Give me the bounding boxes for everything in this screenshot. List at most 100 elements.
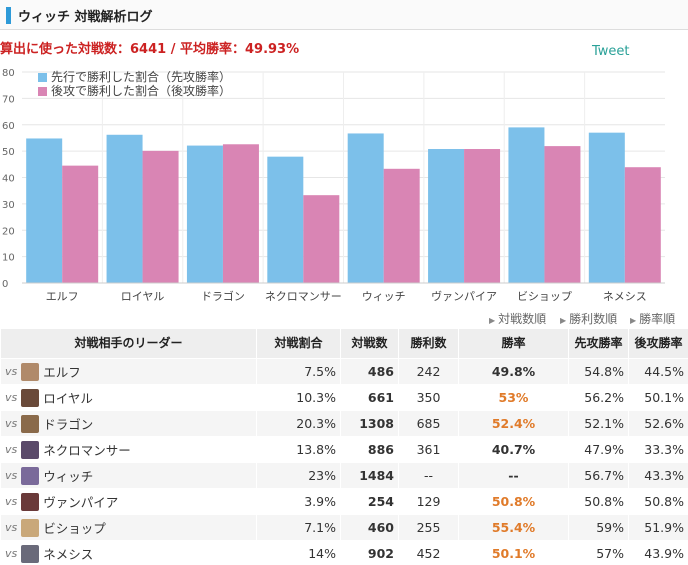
bar-first-0 (26, 138, 63, 283)
second-winrate-cell: 33.3% (628, 436, 688, 463)
leader-portrait-icon (21, 362, 40, 381)
table-row: vs ビショップ 7.1% 460 255 55.4% 59% 51.9% (0, 514, 688, 541)
second-winrate-cell: 43.9% (628, 540, 688, 565)
leader-cell: vs ヴァンパイア (0, 488, 257, 515)
table-row: vs ネクロマンサー 13.8% 886 361 40.7% 47.9% 33.3% (0, 436, 688, 463)
col-header-leader[interactable]: 対戦相手のリーダー (0, 328, 257, 359)
bar-first-7 (588, 132, 625, 283)
table-row: vs ヴァンパイア 3.9% 254 129 50.8% 50.8% 50.8% (0, 488, 688, 515)
winrate-cell: 40.7% (458, 436, 569, 463)
winrate-cell: 50.1% (458, 540, 569, 565)
legend-swatch (38, 87, 47, 96)
tweet-link[interactable]: Tweet (592, 44, 630, 59)
col-header-first[interactable]: 先攻勝率 (568, 328, 629, 359)
x-tick-label: ヴァンパイア (431, 289, 497, 303)
matchup-table: 対戦相手のリーダー 対戦割合 対戦数 勝利数 勝率 先攻勝率 後攻勝率 vs エル… (0, 328, 688, 565)
bar-first-1 (106, 134, 143, 283)
ratio-cell: 7.1% (256, 514, 341, 541)
triangle-right-icon: ▶ (560, 316, 567, 325)
title-accent-bar (6, 7, 11, 24)
bar-second-6 (544, 146, 581, 283)
x-tick-label: ネメシス (603, 290, 647, 303)
bar-second-4 (383, 168, 420, 283)
wins-cell: -- (398, 462, 459, 489)
leader-portrait-icon (21, 492, 40, 511)
leader-name: ネクロマンサー (43, 443, 131, 458)
sort-by-wins-label: 勝利数順 (569, 312, 618, 326)
wins-cell: 129 (398, 488, 459, 515)
count-cell: 1484 (340, 462, 399, 489)
second-winrate-cell: 51.9% (628, 514, 688, 541)
vs-label: vs (5, 391, 18, 404)
page-title: ウィッチ 対戦解析ログ (18, 10, 153, 25)
vs-label: vs (5, 365, 18, 378)
bar-second-5 (464, 149, 501, 283)
leader-portrait-icon (21, 414, 40, 433)
leader-portrait-icon (21, 388, 40, 407)
bar-second-7 (624, 167, 661, 283)
ratio-cell: 10.3% (256, 384, 341, 411)
sort-by-wins-link[interactable]: ▶ 勝利数順 (560, 310, 617, 327)
bar-second-3 (303, 195, 340, 283)
leader-cell: vs ネクロマンサー (0, 436, 257, 463)
winrate-bar-chart: 0 10 20 30 40 50 60 70 80 エルフ ロイヤル ドラゴン ネクロマンサー ウィッチ ヴ… (2, 68, 665, 303)
sort-by-count-label: 対戦数順 (498, 312, 547, 326)
wins-cell: 361 (398, 436, 459, 463)
wins-cell: 255 (398, 514, 459, 541)
y-tick-label: 0 (2, 279, 8, 290)
summary-text: 算出に使った対戦数：6441 / 平均勝率：49.93% (0, 42, 300, 57)
table-row: vs ウィッチ 23% 1484 -- -- 56.7% 43.3% (0, 462, 688, 489)
col-header-second[interactable]: 後攻勝率 (628, 328, 688, 359)
col-header-wins[interactable]: 勝利数 (398, 328, 459, 359)
first-winrate-cell: 47.9% (568, 436, 629, 463)
winrate-cell: -- (458, 462, 569, 489)
second-winrate-cell: 50.8% (628, 488, 688, 515)
bar-first-5 (428, 149, 465, 283)
y-tick-label: 20 (2, 226, 15, 237)
table-row: vs ネメシス 14% 902 452 50.1% 57% 43.9% (0, 540, 688, 565)
count-cell: 254 (340, 488, 399, 515)
first-winrate-cell: 54.8% (568, 358, 629, 385)
winrate-cell: 49.8% (458, 358, 569, 385)
sort-by-winrate-label: 勝率順 (639, 312, 676, 326)
triangle-right-icon: ▶ (630, 316, 637, 325)
second-winrate-cell: 50.1% (628, 384, 688, 411)
legend-swatch (38, 73, 47, 82)
leader-cell: vs ビショップ (0, 514, 257, 541)
y-tick-label: 80 (2, 68, 15, 79)
count-cell: 661 (340, 384, 399, 411)
title-bar: ウィッチ 対戦解析ログ (0, 0, 688, 30)
ratio-cell: 14% (256, 540, 341, 565)
legend-label: 後攻で勝利した割合（後攻勝率） (51, 83, 231, 98)
leader-portrait-icon (21, 544, 40, 563)
leader-name: ビショップ (43, 521, 106, 536)
x-tick-label: ウィッチ (362, 290, 406, 303)
leader-cell: vs エルフ (0, 358, 257, 385)
y-tick-label: 70 (2, 94, 15, 105)
table-row: vs ロイヤル 10.3% 661 350 53% 56.2% 50.1% (0, 384, 688, 411)
count-cell: 886 (340, 436, 399, 463)
winrate-cell: 50.8% (458, 488, 569, 515)
col-header-winrate[interactable]: 勝率 (458, 328, 569, 359)
legend-label: 先行で勝利した割合（先攻勝率） (51, 69, 231, 84)
leader-cell: vs ネメシス (0, 540, 257, 565)
x-tick-label: ネクロマンサー (265, 290, 342, 303)
table-row: vs エルフ 7.5% 486 242 49.8% 54.8% 44.5% (0, 358, 688, 385)
leader-name: エルフ (43, 365, 81, 380)
count-cell: 460 (340, 514, 399, 541)
leader-portrait-icon (21, 518, 40, 537)
triangle-right-icon: ▶ (489, 316, 496, 325)
bar-first-3 (267, 156, 304, 283)
leader-name: ヴァンパイア (43, 495, 119, 510)
vs-label: vs (5, 443, 18, 456)
first-winrate-cell: 50.8% (568, 488, 629, 515)
sort-by-count-link[interactable]: ▶ 対戦数順 (489, 310, 546, 327)
sort-by-winrate-link[interactable]: ▶ 勝率順 (630, 310, 675, 327)
col-header-ratio[interactable]: 対戦割合 (256, 328, 341, 359)
y-tick-label: 50 (2, 147, 15, 158)
vs-label: vs (5, 547, 18, 560)
col-header-count[interactable]: 対戦数 (340, 328, 399, 359)
first-winrate-cell: 52.1% (568, 410, 629, 437)
second-winrate-cell: 43.3% (628, 462, 688, 489)
bar-second-1 (142, 150, 179, 283)
